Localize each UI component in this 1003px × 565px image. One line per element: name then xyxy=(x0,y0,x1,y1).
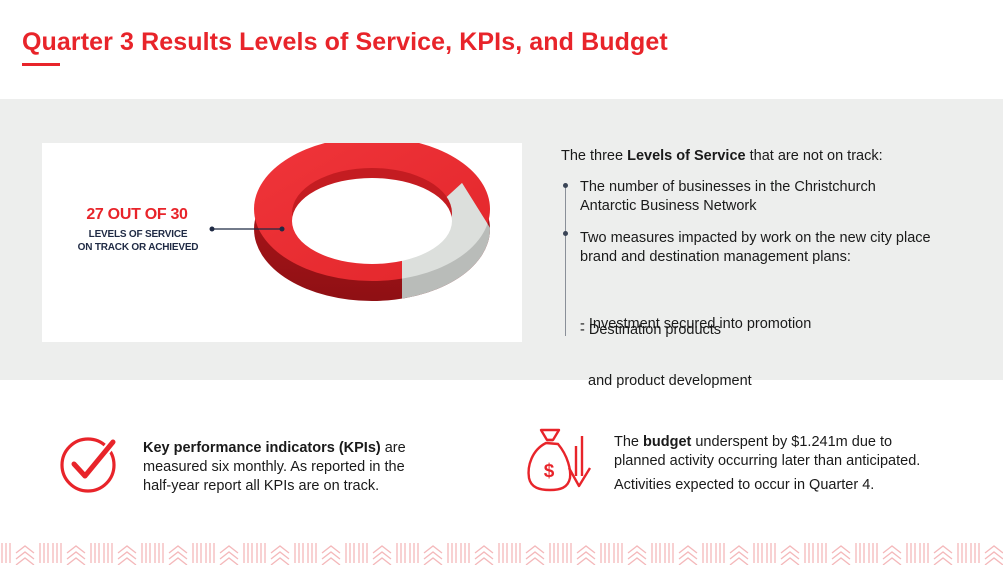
not-on-track-intro: The three Levels of Service that are not… xyxy=(561,148,883,164)
bullet-dot xyxy=(563,183,568,188)
bullet-dot xyxy=(563,231,568,236)
page-title: Quarter 3 Results Levels of Service, KPI… xyxy=(22,28,668,56)
budget-outlook: Activities expected to occur in Quarter … xyxy=(614,477,875,493)
ring-chart-card xyxy=(42,143,522,342)
not-on-track-subitem: - Destination products xyxy=(580,322,722,338)
bullet-connector-line xyxy=(565,186,566,336)
svg-text:$: $ xyxy=(544,461,555,482)
levels-of-service-ring-chart xyxy=(209,143,490,301)
money-bag-down-icon: $ xyxy=(527,428,592,492)
callout-dot-right xyxy=(279,226,285,232)
not-on-track-subitem: - Investment secured into promotion and … xyxy=(580,316,812,389)
not-on-track-item: The number of businesses in the Christch… xyxy=(580,179,876,214)
title-underline xyxy=(22,63,60,66)
ring-hole xyxy=(292,178,452,264)
budget-summary: The budget underspent by $1.241m due to … xyxy=(614,434,921,469)
levels-on-track-subtitle: LEVELS OF SERVICE ON TRACK OR ACHIEVED xyxy=(77,229,199,253)
footer-chevron-pattern xyxy=(1,543,1003,565)
kpi-summary: Key performance indicators (KPIs) are me… xyxy=(143,440,406,494)
not-on-track-item: Two measures impacted by work on the new… xyxy=(580,230,931,265)
levels-on-track-headline: 27 OUT OF 30 xyxy=(86,206,188,223)
callout-dot-left xyxy=(209,226,215,232)
checkmark-circle-icon xyxy=(60,437,118,493)
